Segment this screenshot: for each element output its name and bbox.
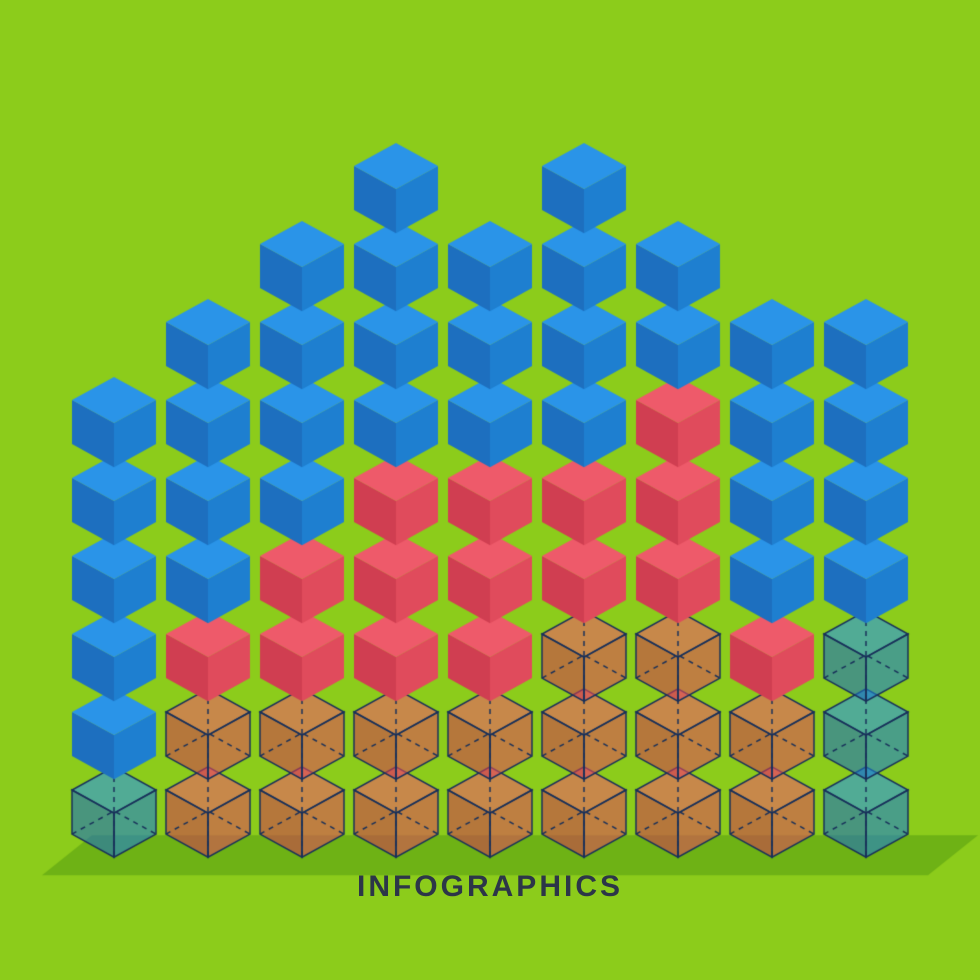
infographic-canvas	[0, 0, 980, 980]
chart-title: INFOGRAPHICS	[0, 870, 980, 904]
